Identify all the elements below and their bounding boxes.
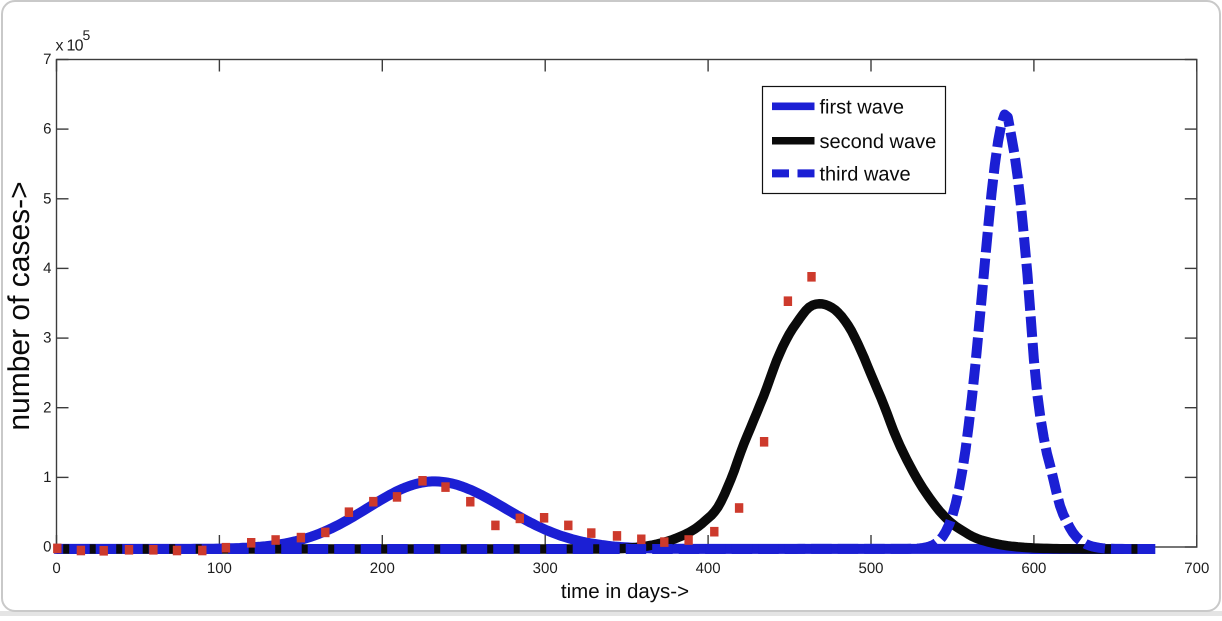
svg-text:x 10: x 10 <box>56 38 84 55</box>
svg-text:7: 7 <box>43 51 51 68</box>
svg-text:600: 600 <box>1021 560 1046 577</box>
svg-text:1: 1 <box>43 469 51 486</box>
svg-text:time in days->: time in days-> <box>561 580 689 603</box>
svg-text:3: 3 <box>43 330 51 347</box>
svg-text:second wave: second wave <box>820 131 937 153</box>
svg-text:0: 0 <box>43 539 51 556</box>
svg-text:0: 0 <box>52 560 60 577</box>
svg-text:2: 2 <box>43 399 51 416</box>
svg-text:third wave: third wave <box>820 163 911 185</box>
svg-text:first wave: first wave <box>820 96 904 118</box>
svg-text:number of cases->: number of cases-> <box>3 181 36 430</box>
svg-text:400: 400 <box>696 560 721 577</box>
svg-text:200: 200 <box>370 560 395 577</box>
svg-text:6: 6 <box>43 121 51 138</box>
svg-text:5: 5 <box>83 27 91 43</box>
svg-text:4: 4 <box>43 260 51 277</box>
svg-text:700: 700 <box>1184 560 1209 577</box>
svg-text:100: 100 <box>207 560 232 577</box>
svg-text:500: 500 <box>858 560 883 577</box>
svg-text:5: 5 <box>43 190 51 207</box>
svg-text:300: 300 <box>533 560 558 577</box>
